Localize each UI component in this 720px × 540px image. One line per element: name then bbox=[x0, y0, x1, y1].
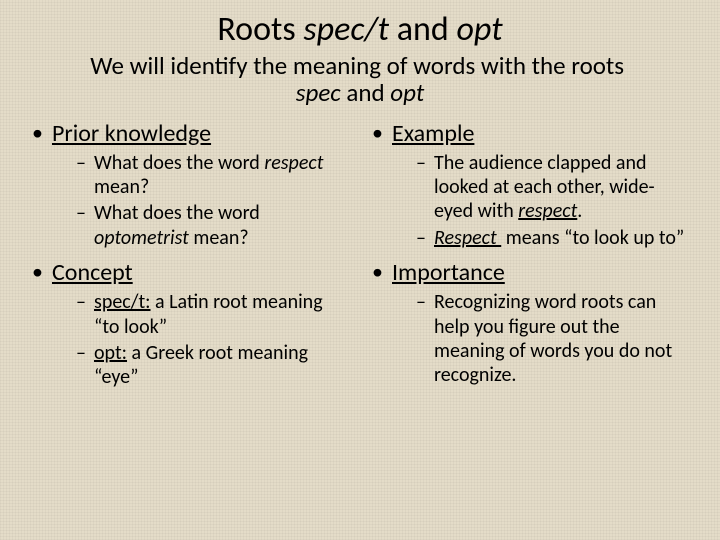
heading-prior-knowledge: Prior knowledge What does the word respe… bbox=[30, 119, 350, 251]
pk1-b: respect bbox=[264, 151, 323, 175]
heading-concept-text: Concept bbox=[52, 258, 133, 287]
pk2-a: What does the word bbox=[94, 201, 264, 225]
heading-prior-knowledge-text: Prior knowledge bbox=[52, 119, 211, 148]
heading-example-text: Example bbox=[392, 119, 474, 148]
c2-b: a Greek root meaning “eye” bbox=[94, 341, 313, 389]
title-root-1: spec/t bbox=[303, 9, 389, 50]
subtitle-text-2: and bbox=[341, 77, 391, 108]
subtitle-root-2: opt bbox=[390, 77, 424, 108]
heading-concept: Concept spec/t: a Latin root meaning “to… bbox=[30, 258, 350, 390]
pk1-a: What does the word bbox=[94, 151, 264, 175]
c1-a: spec/t: bbox=[94, 290, 151, 314]
concept-item-2: opt: a Greek root meaning “eye” bbox=[52, 341, 350, 390]
heading-importance-text: Importance bbox=[392, 258, 505, 287]
title-text-2: and bbox=[389, 9, 456, 50]
e2-b: means “to look up to” bbox=[501, 226, 684, 250]
heading-example: Example The audience clapped and looked … bbox=[370, 119, 690, 251]
slide-title: Roots spec/t and opt bbox=[30, 12, 690, 48]
slide-subtitle: We will identify the meaning of words wi… bbox=[30, 52, 690, 107]
subtitle-root-1: spec bbox=[296, 77, 341, 108]
subtitle-text-1: We will identify the meaning of words wi… bbox=[90, 50, 630, 81]
i1-text: Recognizing word roots can help you figu… bbox=[434, 290, 677, 387]
e1-b: respect bbox=[518, 199, 577, 223]
example-item-1: The audience clapped and looked at each … bbox=[392, 151, 690, 224]
e1-c: . bbox=[577, 199, 582, 223]
example-item-2: Respect means “to look up to” bbox=[392, 226, 690, 250]
slide: Roots spec/t and opt We will identify th… bbox=[0, 0, 720, 540]
prior-knowledge-item-2: What does the word optometrist mean? bbox=[52, 201, 350, 250]
pk2-b: optometrist bbox=[94, 226, 189, 250]
columns: Prior knowledge What does the word respe… bbox=[30, 119, 690, 398]
prior-knowledge-item-1: What does the word respect mean? bbox=[52, 151, 350, 200]
title-text-1: Roots bbox=[217, 9, 303, 50]
e2-a: Respect bbox=[434, 226, 501, 250]
heading-importance: Importance Recognizing word roots can he… bbox=[370, 258, 690, 388]
left-column: Prior knowledge What does the word respe… bbox=[30, 119, 350, 398]
c2-a: opt: bbox=[94, 341, 127, 365]
pk2-c: mean? bbox=[189, 226, 249, 250]
importance-item-1: Recognizing word roots can help you figu… bbox=[392, 290, 690, 388]
title-root-2: opt bbox=[456, 9, 502, 50]
right-column: Example The audience clapped and looked … bbox=[370, 119, 690, 398]
concept-item-1: spec/t: a Latin root meaning “to look” bbox=[52, 290, 350, 339]
